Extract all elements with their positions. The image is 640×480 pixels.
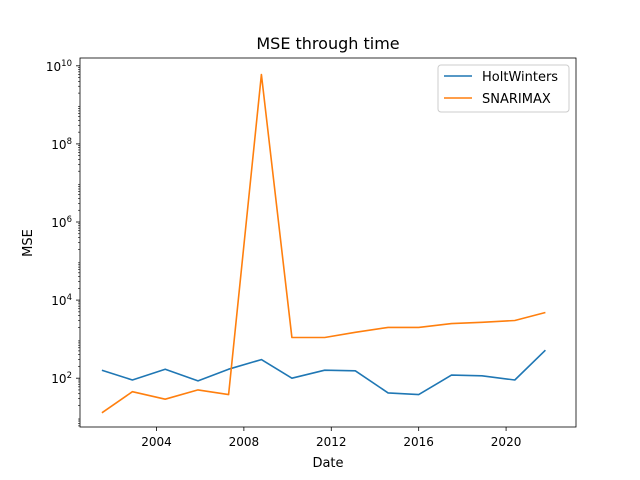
y-tick-label-3: 108	[51, 137, 72, 152]
series-line-1	[101, 73, 546, 414]
y-axis-label: MSE	[21, 229, 36, 257]
legend: HoltWinters SNARIMAX	[437, 64, 570, 113]
x-tick-label-4: 2020	[491, 435, 522, 449]
chart-title: MSE through time	[256, 34, 399, 53]
legend-label-1: SNARIMAX	[482, 92, 551, 107]
y-tick-label-0: 102	[51, 371, 72, 386]
x-tick-label-3: 2016	[403, 435, 434, 449]
ticks-layer: 2004 2008 2012 2016 2020 102 104 106 108 1010	[46, 59, 521, 449]
x-tick-label-0: 2004	[141, 435, 172, 449]
x-axis-label: Date	[312, 456, 343, 471]
series-layer	[101, 73, 546, 414]
y-tick-label-2: 106	[51, 215, 72, 230]
legend-label-0: HoltWinters	[482, 70, 558, 85]
x-tick-label-1: 2008	[229, 435, 260, 449]
plot-frame	[79, 57, 577, 428]
y-tick-label-4: 1010	[46, 59, 72, 74]
y-tick-label-1: 104	[51, 293, 72, 308]
series-line-0	[101, 349, 546, 396]
x-tick-label-2: 2012	[316, 435, 347, 449]
